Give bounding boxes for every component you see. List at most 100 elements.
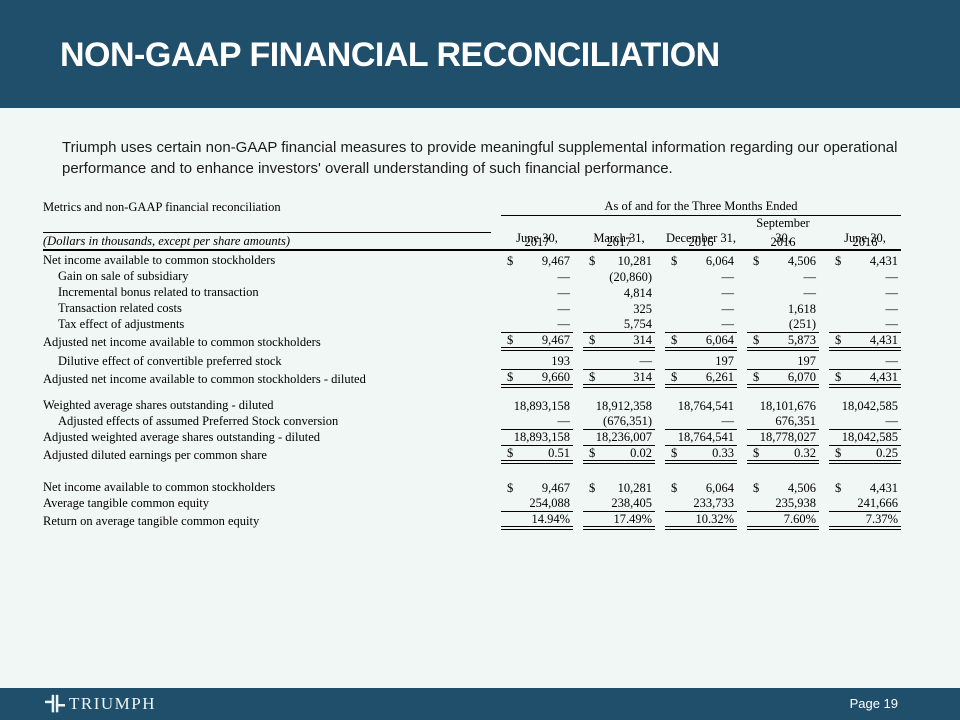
table-cell: 18,236,007 xyxy=(583,430,655,446)
dollar-sign: $ xyxy=(589,333,596,347)
cell-value: 10.32% xyxy=(695,512,734,526)
table-cell: $4,431 xyxy=(829,254,901,269)
table-cell: — xyxy=(829,270,901,285)
cell-value: — xyxy=(557,270,571,284)
row-label: Tax effect of adjustments xyxy=(58,317,185,331)
cell-value: — xyxy=(721,414,735,428)
table-cell: 233,733 xyxy=(665,496,737,512)
row-label: Adjusted diluted earnings per common sha… xyxy=(43,448,267,462)
cell-value: — xyxy=(885,286,899,300)
cell-value: 18,764,541 xyxy=(677,430,734,444)
table-cell: $6,064 xyxy=(665,333,737,351)
cell-value: 14.94% xyxy=(531,512,570,526)
cell-value: 0.02 xyxy=(630,446,652,460)
dollar-sign: $ xyxy=(671,481,678,495)
cell-value: 9,467 xyxy=(541,254,570,268)
row-label: Net income available to common stockhold… xyxy=(43,253,276,267)
table-cell: $0.02 xyxy=(583,446,655,464)
row-label: Weighted average shares outstanding - di… xyxy=(43,398,274,412)
page-number: Page 19 xyxy=(849,696,898,711)
dollar-sign: $ xyxy=(753,333,760,347)
span-header: As of and for the Three Months Ended xyxy=(501,199,901,216)
table-cell: $9,467 xyxy=(501,254,573,269)
dollar-sign: $ xyxy=(507,333,514,347)
page-title: NON-GAAP FINANCIAL RECONCILIATION xyxy=(60,36,720,74)
table-cell: — xyxy=(665,270,737,285)
cell-value: 6,064 xyxy=(705,333,734,347)
cell-value: — xyxy=(885,414,899,428)
table-cell: $0.51 xyxy=(501,446,573,464)
table-row: Adjusted effects of assumed Preferred St… xyxy=(43,414,901,430)
footer-logo: TRIUMPH xyxy=(45,694,156,714)
column-header-month: June 30, xyxy=(844,231,886,245)
cell-value: 241,666 xyxy=(857,496,898,510)
table-cell: $6,064 xyxy=(665,481,737,496)
table-cell: 10.32% xyxy=(665,512,737,530)
cell-value: 4,431 xyxy=(869,481,898,495)
table-row: Incremental bonus related to transaction… xyxy=(43,285,901,301)
table-cell: 241,666 xyxy=(829,496,901,512)
dollar-sign: $ xyxy=(835,254,842,268)
table-cell: (20,860) xyxy=(583,270,655,285)
table-body: Net income available to common stockhold… xyxy=(43,253,901,530)
table-cell: — xyxy=(665,302,737,317)
table-cell: 193 xyxy=(501,354,573,370)
cell-value: 4,431 xyxy=(869,370,898,384)
table-cell: — xyxy=(829,286,901,301)
cell-value: 18,893,158 xyxy=(513,399,570,413)
cell-value: — xyxy=(885,270,899,284)
cell-value: 18,778,027 xyxy=(759,430,816,444)
cell-value: 6,261 xyxy=(705,370,734,384)
table-cell: 238,405 xyxy=(583,496,655,512)
table-cell: (676,351) xyxy=(583,414,655,430)
table-cell: $5,873 xyxy=(747,333,819,351)
dollar-sign: $ xyxy=(507,446,514,460)
cell-value: 4,814 xyxy=(623,286,652,300)
table-cell: — xyxy=(829,317,901,333)
cell-value: (20,860) xyxy=(609,270,652,284)
table-cell: 1,618 xyxy=(747,302,819,317)
table-cell: 17.49% xyxy=(583,512,655,530)
table-cell: — xyxy=(829,354,901,370)
dollar-sign: $ xyxy=(589,446,596,460)
cell-value: 0.33 xyxy=(712,446,734,460)
cell-value: — xyxy=(557,302,571,316)
table-cell: $10,281 xyxy=(583,254,655,269)
cell-value: 18,893,158 xyxy=(513,430,570,444)
cell-value: (251) xyxy=(788,317,816,331)
cell-value: 10,281 xyxy=(617,481,652,495)
column-header-year: 2016 xyxy=(688,235,714,249)
dollar-sign: $ xyxy=(671,254,678,268)
column-header-year: 2017 xyxy=(606,235,632,249)
cell-value: — xyxy=(721,270,735,284)
cell-value: 0.32 xyxy=(794,446,816,460)
cell-value: (676,351) xyxy=(603,414,652,428)
table-cell: $4,431 xyxy=(829,481,901,496)
column-header-month: March 31, xyxy=(593,231,645,245)
dollar-sign: $ xyxy=(507,254,514,268)
table-row: Weighted average shares outstanding - di… xyxy=(43,398,901,414)
row-label: Transaction related costs xyxy=(58,301,182,315)
dollar-sign: $ xyxy=(507,370,514,384)
table-header-row-top: Metrics and non-GAAP financial reconcili… xyxy=(43,198,901,216)
table-cell: 5,754 xyxy=(583,317,655,333)
table-cell: 197 xyxy=(747,354,819,370)
table-cell: $4,431 xyxy=(829,370,901,388)
table-cell: 7.37% xyxy=(829,512,901,530)
cell-value: 6,064 xyxy=(705,254,734,268)
dollar-sign: $ xyxy=(835,481,842,495)
table-row: Transaction related costs — 325 — 1,618 — xyxy=(43,301,901,317)
dollar-sign: $ xyxy=(753,481,760,495)
cell-value: — xyxy=(721,302,735,316)
dollar-sign: $ xyxy=(507,481,514,495)
table-cell: 18,893,158 xyxy=(501,430,573,446)
table-group: Net income available to common stockhold… xyxy=(43,480,901,530)
cell-value: 4,506 xyxy=(787,481,816,495)
cell-value: 6,064 xyxy=(705,481,734,495)
table-cell: $0.25 xyxy=(829,446,901,464)
cell-value: 4,431 xyxy=(869,333,898,347)
column-header-month: June 30, xyxy=(516,231,558,245)
financial-table: Metrics and non-GAAP financial reconcili… xyxy=(43,198,901,530)
dollar-sign: $ xyxy=(671,446,678,460)
cell-value: 10,281 xyxy=(617,254,652,268)
